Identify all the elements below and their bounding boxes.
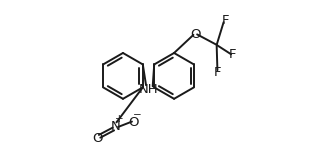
Text: NH: NH bbox=[139, 83, 159, 96]
Text: F: F bbox=[214, 66, 221, 79]
Text: O: O bbox=[129, 116, 139, 129]
Text: O: O bbox=[92, 132, 103, 145]
Text: −: − bbox=[133, 110, 142, 120]
Text: O: O bbox=[190, 28, 200, 41]
Text: +: + bbox=[115, 114, 123, 124]
Text: N: N bbox=[110, 120, 120, 133]
Text: F: F bbox=[229, 49, 237, 61]
Text: F: F bbox=[221, 14, 229, 27]
